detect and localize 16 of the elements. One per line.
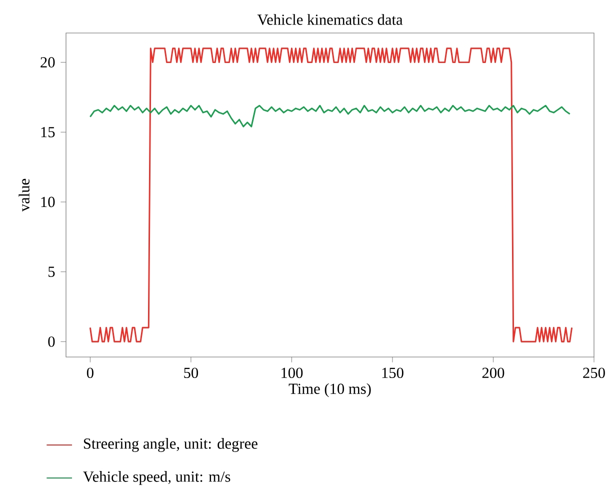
chart-title: Vehicle kinematics data <box>257 14 403 25</box>
x-tick-label: 200 <box>482 368 504 378</box>
x-tick-label: 50 <box>184 368 198 378</box>
x-tick-label: 0 <box>86 368 94 378</box>
y-axis-title: value <box>18 178 30 212</box>
x-axis-title: Time (10 ms) <box>288 383 371 398</box>
y-tick-label: 5 <box>48 266 55 277</box>
x-tick-label: 250 <box>583 368 605 378</box>
y-tick-label: 20 <box>40 57 55 68</box>
y-tick-label: 15 <box>41 127 55 138</box>
x-tick-label: 150 <box>382 368 404 378</box>
legend-label: Streering angle, unit: degree <box>84 438 258 452</box>
y-tick-label: 0 <box>48 336 55 347</box>
x-tick-label: 100 <box>282 368 303 378</box>
y-tick-label: 10 <box>41 196 55 208</box>
legend-label: Vehicle speed, unit: m/s <box>83 471 230 485</box>
